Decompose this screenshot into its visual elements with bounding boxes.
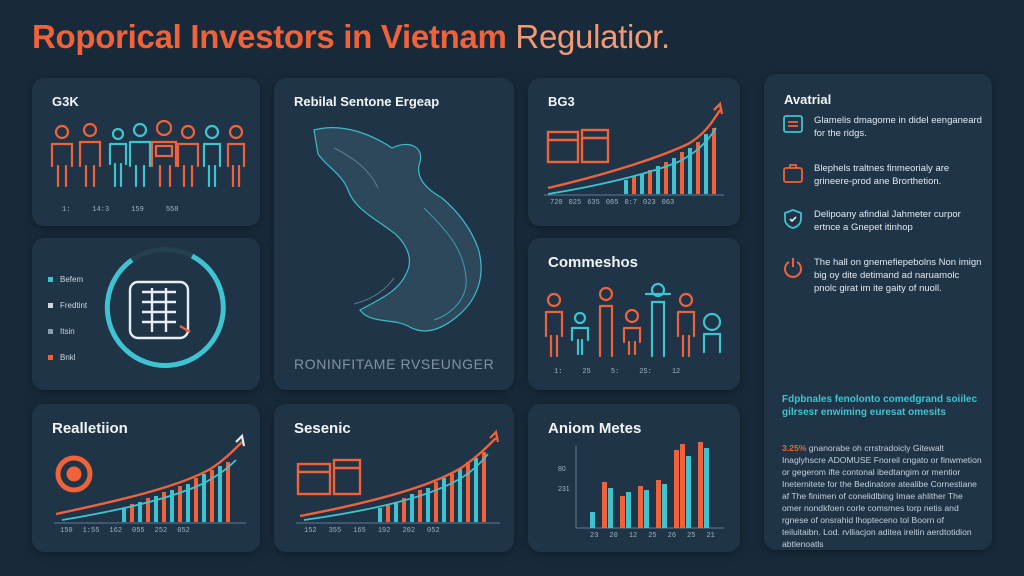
growth-panel-ticks: 720 025 635 085 0:7 023 063 <box>550 199 675 207</box>
realletion-panel-label: Realletiion <box>52 420 128 437</box>
growth-panel: BG3 720 025 635 085 0:7 023 063 <box>528 78 740 226</box>
growth-panel-label: BG3 <box>548 94 575 109</box>
growth-bars <box>624 128 716 194</box>
shield-icon <box>784 209 802 229</box>
sidebar-body: 3.25% gnanorabe oh crrstradoicly Gitewal… <box>782 442 982 550</box>
people-panel-ticks: 1: 14:3 159 558 <box>62 206 179 214</box>
commeshos-figures-icon <box>544 282 722 358</box>
people-panel-label: G3K <box>52 94 79 109</box>
storefront-icon <box>546 128 610 164</box>
sidebar-body-text: gnanorabe oh crrstradoicly Gitewalt Inag… <box>782 443 982 549</box>
people-panel: G3K 1: 14:3 159 558 <box>32 78 260 226</box>
sidebar-panel: Avatrial Glamelis dmagome in didel eenga… <box>764 74 992 550</box>
sidebar-item-text: Blephels traltnes finmeorialy are grinee… <box>814 163 950 187</box>
title-accent: Regulatior. <box>515 18 670 55</box>
sesenic-panel-ticks: 152 355 165 192 202 052 <box>304 527 440 535</box>
sesenic-panel-label: Sesenic <box>294 420 351 437</box>
aniom-chart <box>575 442 724 529</box>
aniom-ytick: 80 <box>558 466 566 473</box>
sidebar-item: Delipoany afindial Jahmeter curpor ertnc… <box>782 208 982 234</box>
map-panel: Rebilal Sentone Ergeap RONINFITAME RVSEU… <box>274 78 514 390</box>
map-panel-label: Rebilal Sentone Ergeap <box>294 94 440 109</box>
document-icon <box>783 115 803 133</box>
target-icon <box>55 455 93 493</box>
legend-item: Itsin <box>48 318 87 344</box>
sidebar-item-text: Glamelis dmagome in didel eenganeard for… <box>814 115 982 139</box>
map-caption: RONINFITAME RVSEUNGER <box>294 356 495 372</box>
sesenic-panel: Sesenic 152 355 165 192 202 052 <box>274 404 514 552</box>
realletion-chart <box>54 433 246 524</box>
sidebar-item: Glamelis dmagome in didel eenganeard for… <box>782 114 982 140</box>
legend-item: Fredtint <box>48 292 87 318</box>
briefcase-icon <box>783 164 803 183</box>
power-icon <box>784 258 802 278</box>
realletion-panel-ticks: 150 1:55 162 055 252 052 <box>60 527 190 535</box>
aniom-panel-ticks: 23 20 12 25 26 25 21 <box>590 532 715 540</box>
legend-item: Bnkl <box>48 344 87 370</box>
commeshos-panel-ticks: 1: 25 5: 2S: 12 <box>554 368 681 376</box>
sidebar-item-text: The hall on gnemefiepebolns Non imign bi… <box>814 257 982 294</box>
legend-item: Befem <box>48 266 87 292</box>
sidebar-highlight: Fdpbnales fenolonto comedgrand soiilec g… <box>782 394 978 418</box>
map-shape <box>313 127 482 332</box>
growth-chart <box>544 101 724 196</box>
commeshos-panel-label: Commeshos <box>548 254 639 271</box>
sesenic-chart <box>296 429 500 524</box>
shop-icon <box>296 458 362 496</box>
ring-chart <box>104 247 226 368</box>
realletion-panel: Realletiion 150 1:55 162 055 252 052 <box>32 404 260 552</box>
commeshos-panel: Commeshos 1: 25 5: 2S: 12 <box>528 238 740 390</box>
sidebar-title: Avatrial <box>784 92 832 107</box>
aniom-panel-label: Aniom Metes <box>548 420 642 437</box>
sidebar-item-text: Delipoany afindial Jahmeter curpor ertnc… <box>814 209 961 233</box>
title-main: Roporical Investors in Vietnam <box>32 18 507 55</box>
people-figures-icon <box>50 119 246 188</box>
sidebar-item: The hall on gnemefiepebolns Non imign bi… <box>782 256 982 295</box>
ring-panel: Befem Fredtint Itsin Bnkl <box>32 238 260 390</box>
page-title: Roporical Investors in Vietnam Regulatio… <box>32 18 670 56</box>
ledger-icon <box>128 280 191 340</box>
ring-legend: Befem Fredtint Itsin Bnkl <box>48 266 87 370</box>
aniom-panel: Aniom Metes 80 231 23 20 12 25 26 25 21 <box>528 404 740 552</box>
sidebar-body-lead: 3.25% <box>782 443 807 453</box>
aniom-ytick: 231 <box>558 486 570 493</box>
sidebar-item: Blephels traltnes finmeorialy are grinee… <box>782 162 982 188</box>
